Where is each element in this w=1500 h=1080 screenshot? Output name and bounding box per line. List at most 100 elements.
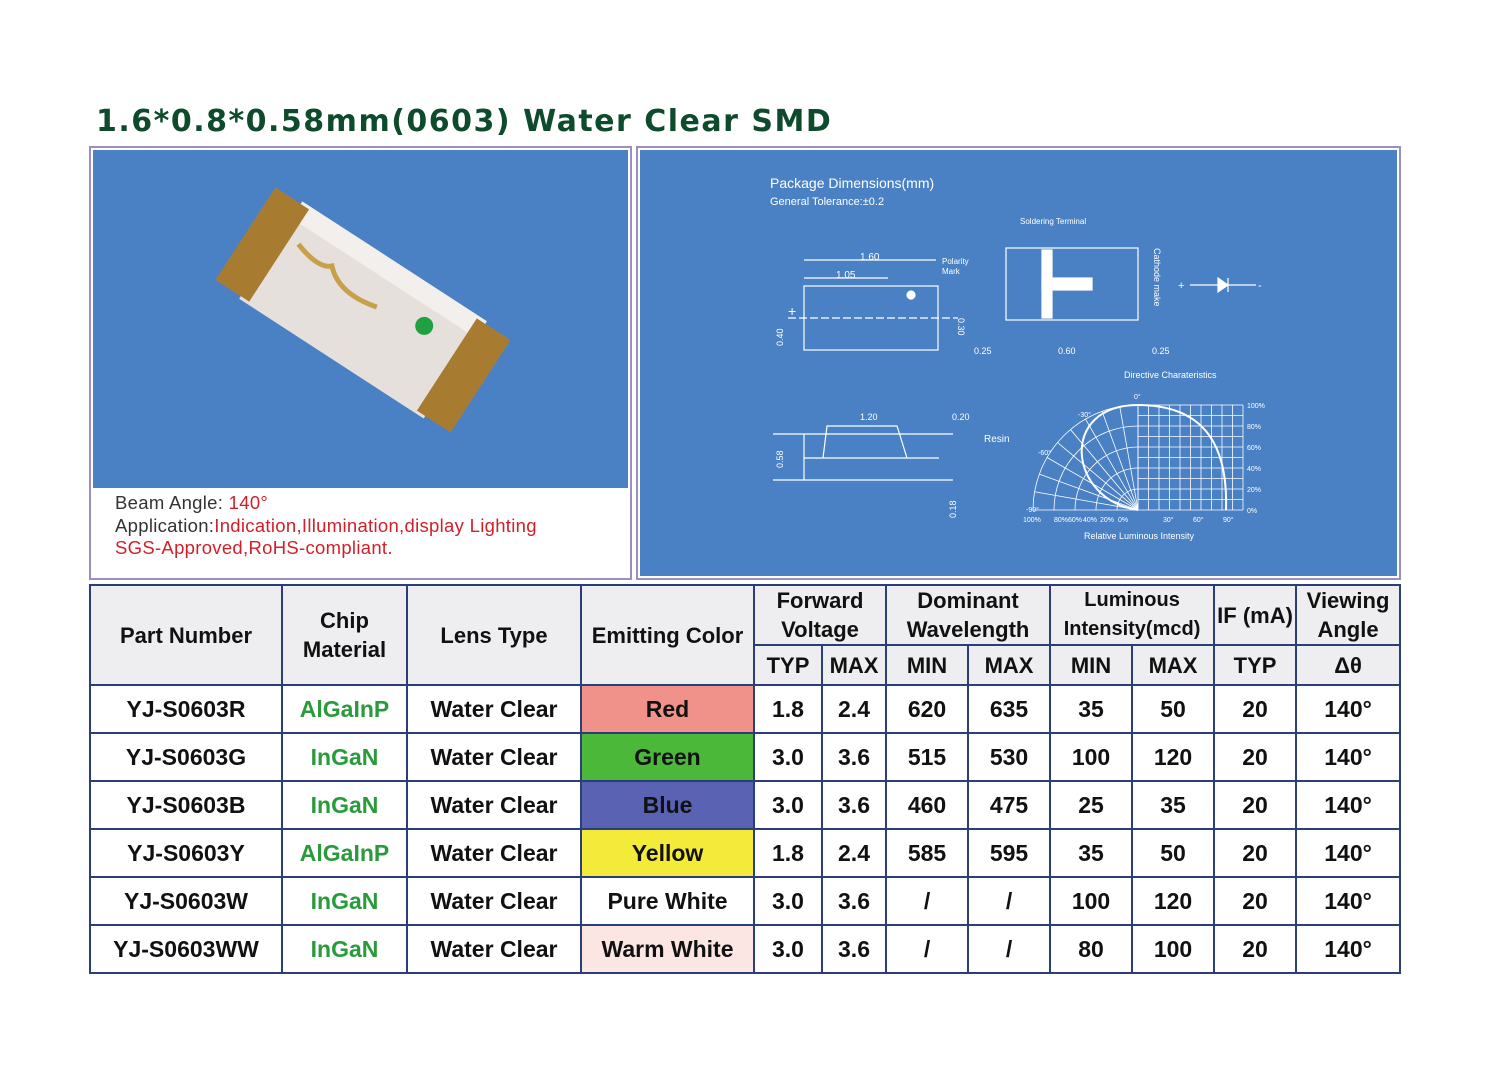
cell-vt: 3.0	[753, 876, 823, 926]
cell-imax: 100	[1131, 924, 1216, 974]
dim-1-60: 1.60	[860, 252, 880, 263]
subheader: TYP	[1213, 644, 1298, 686]
dimension-drawing: Package Dimensions(mm) General Tolerance…	[640, 150, 1397, 576]
cell-part: YJ-S0603B	[89, 780, 283, 830]
relative-intensity-label: Relative Luminous Intensity	[1084, 531, 1195, 541]
cell-vm: 3.6	[820, 924, 888, 974]
table-row: YJ-S0603R AlGaInP Water Clear Red 1.8 2.4 620 6…	[89, 684, 1402, 734]
subheader: TYP	[753, 644, 823, 686]
dim-0-25-left: 0.25	[974, 346, 992, 356]
cell-color: Yellow	[580, 828, 755, 878]
package-dimensions-panel: Package Dimensions(mm) General Tolerance…	[636, 146, 1401, 580]
cell-color: Green	[580, 732, 755, 782]
cell-if: 20	[1213, 876, 1298, 926]
cell-wmin: 585	[885, 828, 970, 878]
subheader: MAX	[820, 644, 888, 686]
application-value: Indication,Illumination,display Lighting	[214, 514, 537, 536]
polar-angle-label: 0°	[1134, 393, 1141, 401]
subheader: MIN	[885, 644, 970, 686]
dim-0-60: 0.60	[1058, 346, 1076, 356]
directive-title: Directive Charateristics	[1124, 370, 1217, 380]
cell-imin: 80	[1049, 924, 1134, 974]
cell-color: Pure White	[580, 876, 755, 926]
cell-part: YJ-S0603G	[89, 732, 283, 782]
cell-imax: 50	[1131, 828, 1216, 878]
page-title: 1.6*0.8*0.58mm(0603) Water Clear SMD	[96, 104, 833, 139]
bottom-tick-label: 100%	[1023, 517, 1041, 524]
cell-imin: 100	[1049, 732, 1134, 782]
intensity-pct-label: 0%	[1247, 508, 1257, 515]
cell-part: YJ-S0603Y	[89, 828, 283, 878]
cell-wmin: 460	[885, 780, 970, 830]
polar-radial	[1057, 442, 1139, 511]
soldering-terminal-label: Soldering Terminal	[1020, 217, 1086, 226]
polar-angle-label: -90°	[1026, 506, 1039, 514]
table-row: YJ-S0603B InGaN Water Clear Blue 3.0 3.6 460 47…	[89, 780, 1402, 830]
polarity-mark-label: Mark	[942, 267, 961, 276]
cell-chip: InGaN	[281, 876, 408, 926]
table-row: YJ-S0603Y AlGaInP Water Clear Yellow 1.8 2.4 5…	[89, 828, 1402, 878]
polar-radial	[1119, 406, 1139, 511]
intensity-pct-label: 60%	[1247, 445, 1261, 452]
cell-imax: 35	[1131, 780, 1216, 830]
cell-if: 20	[1213, 924, 1298, 974]
cell-va: 140°	[1295, 780, 1402, 830]
polar-radial	[1101, 411, 1139, 511]
bottom-tick-label: 80%	[1054, 517, 1068, 524]
cell-imin: 100	[1049, 876, 1134, 926]
cell-if: 20	[1213, 828, 1298, 878]
polar-arc	[1053, 425, 1139, 511]
product-photo-panel: Beam Angle: 140° Application:Indication,…	[89, 146, 632, 580]
specs-table: Part Number Chip Material Lens Type Emit…	[89, 584, 1402, 974]
diagram-heading: Package Dimensions(mm)	[770, 175, 934, 191]
header-luminous-intensity: Luminous Intensity(mcd)	[1049, 584, 1216, 646]
radiation-pattern	[1080, 403, 1228, 511]
diode-minus: -	[1258, 280, 1262, 292]
intensity-pct-label: 40%	[1247, 466, 1261, 473]
header-part-number: Part Number	[89, 584, 283, 686]
cell-lens: Water Clear	[406, 924, 582, 974]
cell-vm: 2.4	[820, 684, 888, 734]
cell-lens: Water Clear	[406, 732, 582, 782]
intensity-pct-label: 100%	[1247, 403, 1265, 410]
cell-imin: 35	[1049, 684, 1134, 734]
polar-angle-label: -30°	[1078, 411, 1091, 419]
diode-plus: +	[1178, 280, 1184, 292]
cell-lens: Water Clear	[406, 876, 582, 926]
cell-part: YJ-S0603R	[89, 684, 283, 734]
header-chip-material: Chip Material	[281, 584, 408, 686]
polar-radial	[1039, 473, 1139, 511]
subheader: Δθ	[1295, 644, 1402, 686]
cell-vt: 3.0	[753, 780, 823, 830]
cell-imax: 120	[1131, 876, 1216, 926]
beam-angle-label: Beam Angle:	[115, 492, 229, 513]
cell-if: 20	[1213, 780, 1298, 830]
polar-arc	[1074, 446, 1139, 511]
cell-if: 20	[1213, 732, 1298, 782]
dim-0-58: 0.58	[775, 450, 785, 468]
dim-0-40: 0.40	[775, 328, 785, 346]
header-dominant-wavelength: Dominant Wavelength	[885, 584, 1052, 646]
cell-vt: 3.0	[753, 732, 823, 782]
subheader: MIN	[1049, 644, 1134, 686]
header-viewing-angle: Viewing Angle	[1295, 584, 1402, 646]
bottom-tick-label: 20%	[1100, 517, 1114, 524]
caption: Beam Angle: 140° Application:Indication,…	[115, 492, 537, 560]
bottom-tick-label: 60°	[1193, 516, 1204, 524]
table-row: YJ-S0603W InGaN Water Clear Pure White 3.0 3.…	[89, 876, 1402, 926]
cell-vm: 3.6	[820, 876, 888, 926]
cell-wmax: 595	[967, 828, 1052, 878]
bottom-tick-label: 0%	[1118, 517, 1128, 524]
cell-wmin: /	[885, 876, 970, 926]
cell-wmin: 515	[885, 732, 970, 782]
cell-wmax: 635	[967, 684, 1052, 734]
tolerance: General Tolerance:±0.2	[770, 196, 884, 208]
cell-wmax: /	[967, 924, 1052, 974]
header-lens-type: Lens Type	[406, 584, 582, 686]
intensity-pct-label: 20%	[1247, 487, 1261, 494]
certification: SGS-Approved,RoHS-compliant.	[115, 537, 393, 558]
cell-chip: InGaN	[281, 732, 408, 782]
cell-color: Red	[580, 684, 755, 734]
dim-1-05: 1.05	[836, 270, 856, 281]
beam-angle-value: 140°	[228, 492, 269, 513]
